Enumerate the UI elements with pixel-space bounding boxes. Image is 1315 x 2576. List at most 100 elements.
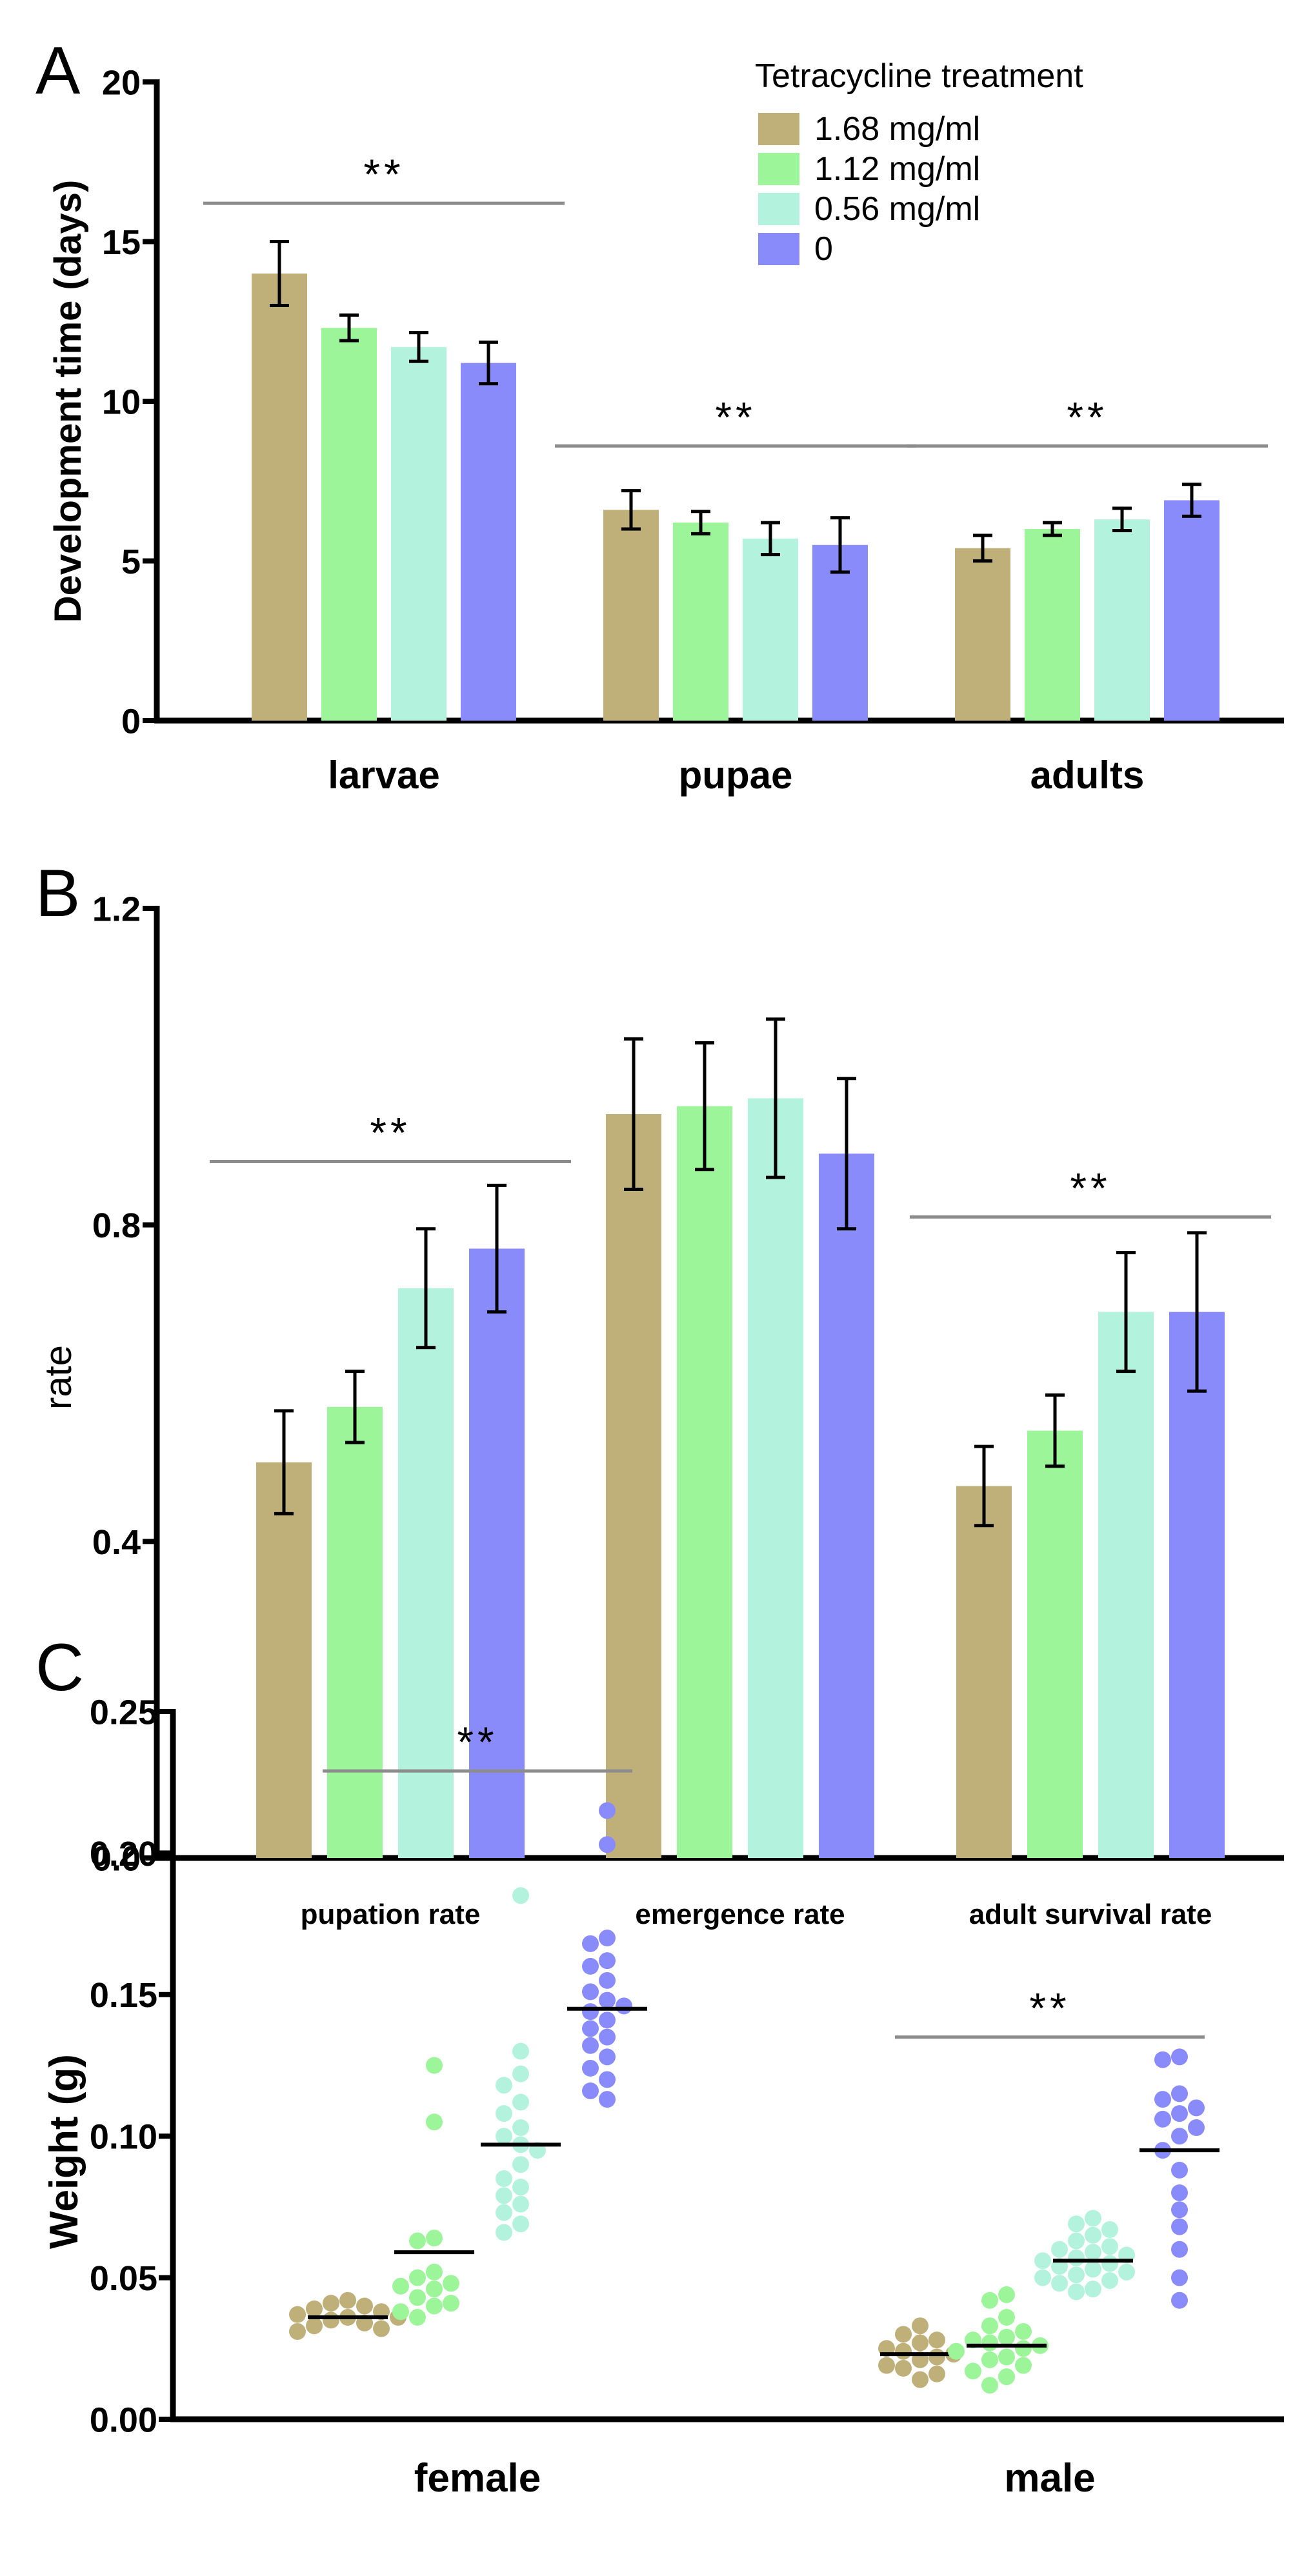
data-point-female-0-56-mg-ml [512, 2119, 529, 2137]
bar-adult-survival-rate-1-12-mg-ml [1027, 1430, 1083, 1858]
significance-label: ** [457, 1718, 497, 1766]
bar-adults-1-68-mg-ml [955, 548, 1010, 721]
data-point-female-1-12-mg-ml [426, 2297, 443, 2315]
data-point-female-0-56-mg-ml [512, 2179, 529, 2196]
data-point-female-1-68-mg-ml [289, 2306, 306, 2323]
data-point-male-0 [1171, 2128, 1188, 2145]
bar-pupae-1-68-mg-ml [603, 510, 659, 721]
bar-larvae-1-68-mg-ml [252, 274, 307, 721]
data-point-male-1-12-mg-ml [1015, 2322, 1032, 2340]
data-point-male-0-56-mg-ml [1051, 2275, 1068, 2292]
bar-pupae-1-12-mg-ml [673, 523, 728, 721]
data-point-male-0 [1188, 2119, 1205, 2137]
legend-swatch-1-12-mg-ml [758, 153, 799, 185]
data-point-male-1-12-mg-ml [981, 2291, 998, 2309]
bar-pupae-0 [812, 544, 868, 721]
data-point-male-0 [1171, 2161, 1188, 2179]
data-point-female-1-12-mg-ml [426, 2230, 443, 2247]
data-point-female-1-12-mg-ml [426, 2263, 443, 2281]
data-point-male-0-56-mg-ml [1101, 2238, 1118, 2255]
data-point-female-0-56-mg-ml [512, 2195, 529, 2213]
y-axis-label-b: rate [37, 1345, 79, 1410]
bar-larvae-0-56-mg-ml [391, 346, 447, 721]
legend-label-1-68-mg-ml: 1.68 mg/ml [814, 110, 980, 148]
y-tick-label: 0.00 [90, 2401, 157, 2439]
bar-pupation-rate-1-68-mg-ml [256, 1462, 312, 1858]
data-point-female-1-12-mg-ml [409, 2269, 426, 2286]
y-axis-label-a: Development time (days) [47, 180, 89, 623]
data-point-male-0-56-mg-ml [1101, 2255, 1118, 2272]
data-point-male-1-12-mg-ml [998, 2348, 1015, 2366]
data-point-male-1-12-mg-ml [998, 2368, 1015, 2386]
data-point-male-1-12-mg-ml [981, 2351, 998, 2368]
data-point-male-0-56-mg-ml [1085, 2226, 1101, 2244]
data-point-female-0 [582, 1957, 599, 1975]
data-point-female-1-68-mg-ml [323, 2311, 339, 2329]
data-point-female-0 [582, 1935, 599, 1952]
data-point-female-0 [582, 2003, 599, 2021]
data-point-male-0-56-mg-ml [1101, 2221, 1118, 2239]
data-point-male-0 [1154, 2091, 1171, 2108]
bar-adult-survival-rate-1-68-mg-ml [956, 1486, 1012, 1858]
bar-emergence-rate-1-68-mg-ml [606, 1113, 661, 1858]
data-point-male-1-12-mg-ml [998, 2309, 1015, 2326]
legend-label-0-56-mg-ml: 0.56 mg/ml [814, 190, 980, 228]
data-point-male-0-56-mg-ml [1051, 2241, 1068, 2258]
data-point-male-1-12-mg-ml [998, 2328, 1015, 2346]
data-point-female-1-12-mg-ml [392, 2277, 409, 2295]
data-point-female-0 [599, 1802, 616, 1819]
data-point-male-1-68-mg-ml [929, 2348, 945, 2366]
data-point-female-1-12-mg-ml [443, 2295, 459, 2312]
data-point-female-0 [582, 2037, 599, 2054]
y-tick-label: 0.0 [92, 1839, 141, 1878]
data-point-male-0-56-mg-ml [1101, 2271, 1118, 2289]
data-point-male-0-56-mg-ml [1034, 2269, 1051, 2286]
data-point-male-1-68-mg-ml [912, 2334, 929, 2351]
bar-adult-survival-rate-0 [1169, 1312, 1225, 1858]
data-point-male-0-56-mg-ml [1085, 2244, 1101, 2261]
category-label-adults: adults [1030, 754, 1145, 797]
data-point-male-0 [1171, 2241, 1188, 2258]
data-point-female-0-56-mg-ml [496, 2077, 512, 2094]
data-point-male-0 [1171, 2105, 1188, 2122]
data-point-female-0 [582, 2082, 599, 2099]
legend-label-0: 0 [814, 230, 833, 268]
data-point-female-0-56-mg-ml [512, 2042, 529, 2060]
bar-adult-survival-rate-0-56-mg-ml [1098, 1312, 1154, 1858]
significance-label: ** [370, 1109, 410, 1157]
data-point-female-0 [582, 2059, 599, 2077]
data-point-female-0-56-mg-ml [496, 2204, 512, 2221]
data-point-female-0-56-mg-ml [512, 2156, 529, 2173]
data-point-male-0 [1171, 2085, 1188, 2102]
data-point-male-0-56-mg-ml [1068, 2249, 1085, 2266]
data-point-male-0-56-mg-ml [1068, 2215, 1085, 2233]
data-point-male-0 [1171, 2291, 1188, 2309]
data-point-male-0 [1171, 2269, 1188, 2286]
significance-label: ** [1067, 393, 1107, 441]
legend-swatch-0 [758, 233, 799, 265]
data-point-female-0 [599, 1952, 616, 1970]
data-point-female-1-12-mg-ml [426, 2113, 443, 2131]
y-tick-label: 0.10 [90, 2118, 157, 2157]
legend-swatch-0-56-mg-ml [758, 193, 799, 225]
data-point-male-0-56-mg-ml [1118, 2263, 1135, 2281]
y-axis-label-c: Weight (g) [42, 2054, 86, 2249]
legend-swatch-1-68-mg-ml [758, 113, 799, 145]
panel-a: A Development time (days) Tetracycline t… [35, 34, 1284, 797]
category-label-female: female [414, 2456, 541, 2501]
data-point-male-1-12-mg-ml [998, 2286, 1015, 2303]
panel-b: B rate 0.0 0.4 0.8 1.2 pupation rate emergenc… [35, 856, 1284, 1930]
data-point-male-1-12-mg-ml [981, 2377, 998, 2394]
data-point-female-0-56-mg-ml [496, 2187, 512, 2204]
bar-adults-0 [1164, 500, 1220, 721]
panel-letter-c: C [35, 1630, 84, 1705]
category-label-larvae: larvae [328, 754, 440, 797]
y-tick-label: 0.05 [90, 2259, 157, 2298]
data-point-female-0-56-mg-ml [512, 2093, 529, 2111]
data-point-female-0 [599, 2048, 616, 2066]
data-point-male-1-12-mg-ml [1015, 2357, 1032, 2374]
data-point-male-0-56-mg-ml [1068, 2266, 1085, 2284]
data-point-female-0 [599, 2091, 616, 2108]
data-point-female-0-56-mg-ml [496, 2224, 512, 2241]
data-point-female-0 [599, 2071, 616, 2088]
